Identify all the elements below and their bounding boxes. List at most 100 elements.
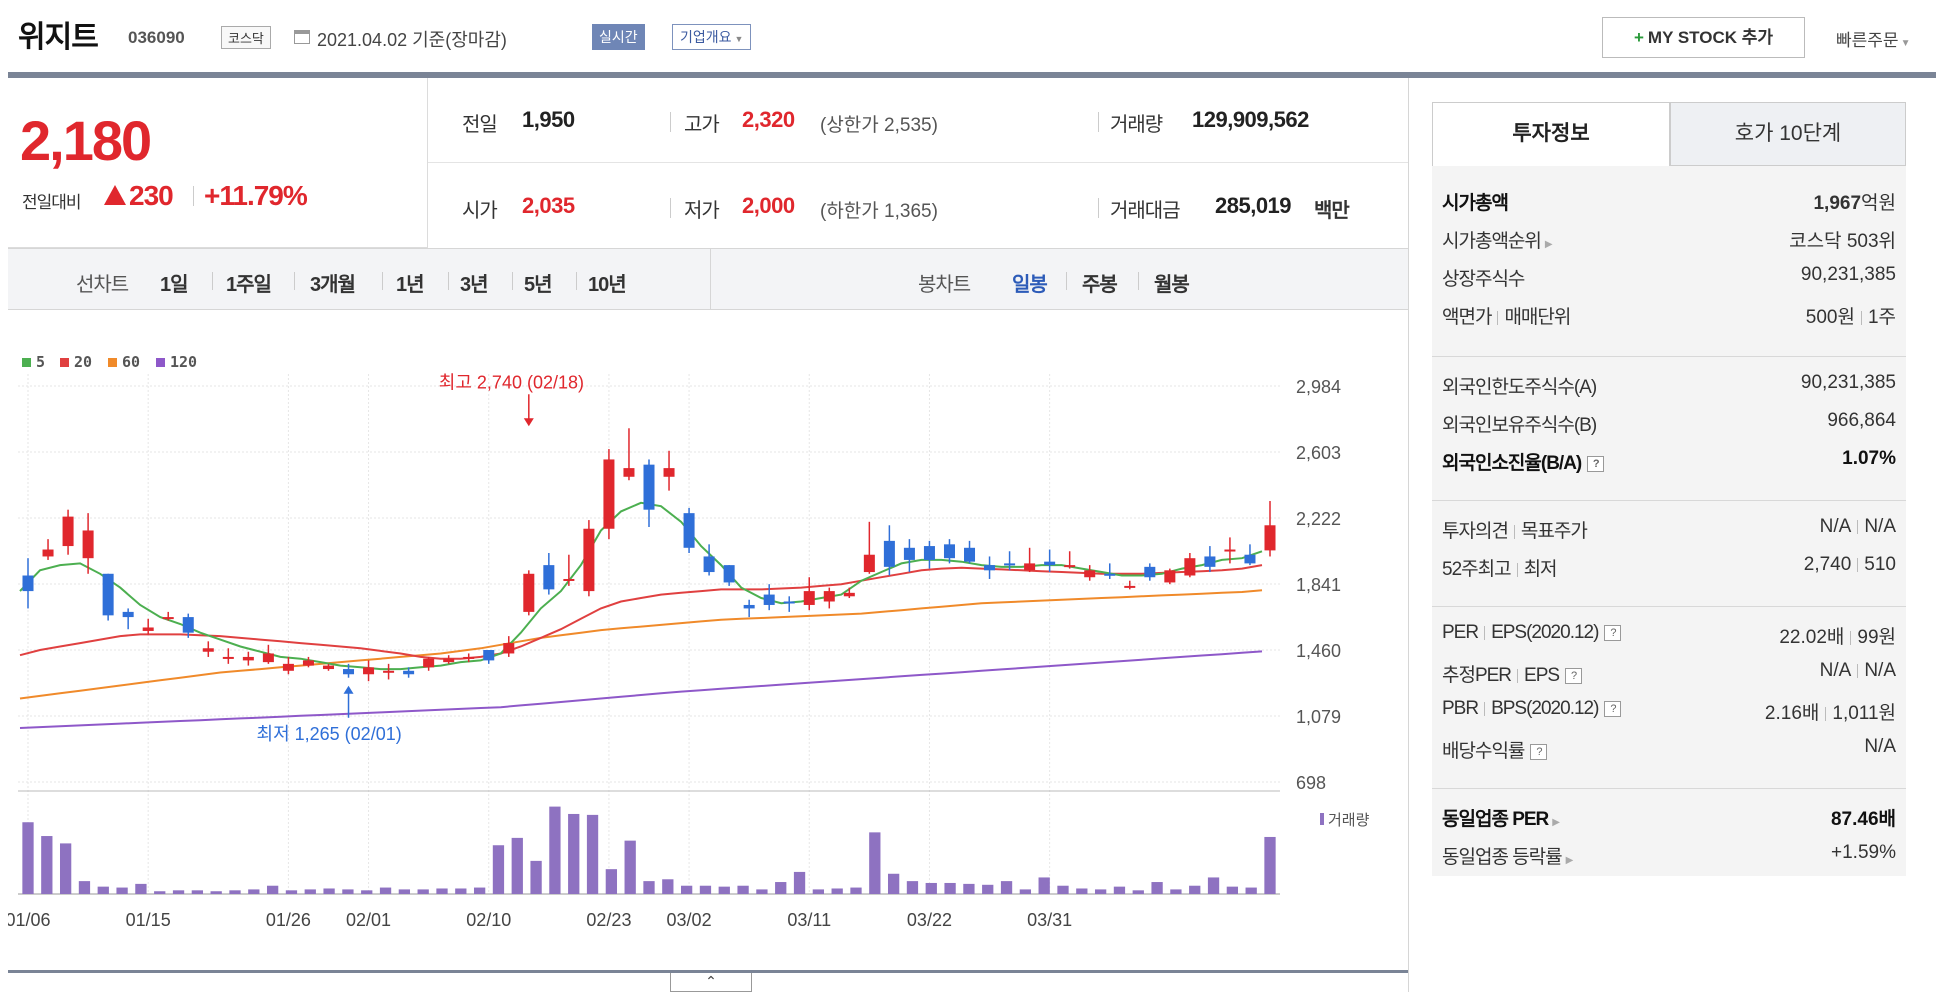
market-cap-rank-row[interactable]: 시가총액순위 ▶ 코스닥 503위 <box>1432 226 1906 256</box>
volume-bar <box>586 814 599 894</box>
period-3y[interactable]: 3년 <box>460 274 489 296</box>
candle-body <box>42 549 54 557</box>
quick-order-dropdown[interactable]: 빠른주문 ▼ <box>1836 26 1910 51</box>
volume-bar <box>1094 889 1107 894</box>
volume-bar <box>775 882 787 894</box>
change-percent: +11.79% <box>204 180 308 211</box>
industry-per-label: 동일업종 PER <box>1442 809 1549 830</box>
candle-body <box>62 516 74 547</box>
candle-daily[interactable]: 일봉 <box>1012 274 1048 296</box>
help-icon[interactable]: ? <box>1530 743 1548 760</box>
stock-code: 036090 <box>128 28 185 47</box>
candle-body <box>142 627 154 631</box>
foreign-limit-label: 외국인한도주식수(A) <box>1442 377 1597 398</box>
y-tick-label: 2,984 <box>1296 377 1341 397</box>
legend-swatch <box>22 358 31 367</box>
volume-bar <box>925 882 937 894</box>
market-cap-rank-value: 코스닥 503위 <box>1789 231 1896 252</box>
chevron-down-icon: ▼ <box>1900 38 1911 49</box>
market-cap-row: 시가총액 1,967억원 <box>1432 188 1906 218</box>
candle-body <box>122 611 134 618</box>
y-tick-label: 2,603 <box>1296 443 1341 463</box>
candle-body <box>503 643 515 654</box>
up-triangle-icon <box>104 185 126 205</box>
candle-body <box>843 592 855 597</box>
period-5y[interactable]: 5년 <box>524 274 553 296</box>
candle-body <box>363 667 375 675</box>
volume-bar <box>812 889 825 894</box>
separator <box>294 272 295 290</box>
period-1d[interactable]: 1일 <box>160 274 189 296</box>
help-icon[interactable]: ? <box>1604 624 1622 641</box>
ma5-line <box>19 501 1263 671</box>
y-tick-label: 1,460 <box>1296 641 1341 661</box>
volume-bar <box>568 813 580 894</box>
volume-bar <box>1207 877 1220 894</box>
candle-monthly[interactable]: 월봉 <box>1154 274 1190 296</box>
x-tick-label: 01/15 <box>126 910 171 930</box>
volume-bar <box>549 806 561 894</box>
candle-body <box>1244 554 1256 564</box>
help-icon[interactable]: ? <box>1587 455 1605 472</box>
candle-body <box>783 601 795 604</box>
add-mystock-button[interactable]: + MY STOCK 추가 <box>1602 17 1805 58</box>
separator <box>1857 519 1859 534</box>
face-value-row: 액면가 매매단위 500원 1주 <box>1432 302 1906 332</box>
open-value: 2,035 <box>522 193 575 218</box>
volume-bar <box>1038 877 1050 894</box>
period-1y[interactable]: 1년 <box>396 274 425 296</box>
face-value-label: 액면가 <box>1442 307 1492 328</box>
est-eps-label: EPS <box>1524 665 1560 686</box>
candle-body <box>182 617 194 633</box>
dividend-value: N/A <box>1864 736 1896 757</box>
price-chart[interactable]: 2,984 2,603 2,222 1,841 1,460 1,079 698 01/06 01… <box>8 344 1408 964</box>
candle-body <box>743 604 755 609</box>
pbr-row: PBR BPS(2020.12)? 2.16배 1,011원 <box>1432 698 1906 728</box>
industry-per-row[interactable]: 동일업종 PER ▶ 87.46배 <box>1432 804 1906 834</box>
volume-bar <box>982 884 994 894</box>
company-overview-dropdown[interactable]: 기업개요 ▼ <box>672 24 752 50</box>
upper-limit: (상한가 2,535) <box>820 115 938 136</box>
separator <box>1098 112 1099 132</box>
candle-weekly[interactable]: 주봉 <box>1082 274 1118 296</box>
opinion-label: 투자의견 <box>1442 521 1509 542</box>
period-10y[interactable]: 10년 <box>588 274 627 296</box>
realtime-button[interactable]: 실시간 <box>592 24 645 50</box>
separator <box>212 272 213 290</box>
foreign-ratio-label: 외국인소진율(B/A) <box>1442 453 1582 474</box>
help-icon[interactable]: ? <box>1565 667 1583 684</box>
company-overview-label: 기업개요 <box>680 29 732 45</box>
line-chart-label: 선차트 <box>76 274 129 296</box>
volume-bar <box>172 890 185 894</box>
foreign-ratio-row: 외국인소진율(B/A)? 1.07% <box>1432 448 1906 478</box>
collapse-chart-button[interactable]: ⌃ <box>670 973 752 992</box>
period-1w[interactable]: 1주일 <box>226 274 272 296</box>
candle-body <box>863 554 875 573</box>
help-icon[interactable]: ? <box>1604 700 1622 717</box>
period-3m[interactable]: 3개월 <box>310 274 356 296</box>
eps-value: 99원 <box>1857 627 1896 648</box>
tab-invest-info[interactable]: 투자정보 <box>1432 102 1670 166</box>
lower-limit: (하한가 1,365) <box>820 201 938 222</box>
chevron-right-icon: ▶ <box>1565 855 1574 866</box>
tab-order-book[interactable]: 호가 10단계 <box>1670 102 1906 166</box>
candle-body <box>1224 549 1236 552</box>
candle-body <box>423 658 435 668</box>
face-value: 500원 <box>1805 307 1855 328</box>
candle-body <box>943 544 955 559</box>
volume-bar <box>379 887 392 894</box>
separator <box>448 272 449 290</box>
down-arrow-icon <box>523 418 534 427</box>
volume-bar <box>59 843 72 894</box>
industry-change-row[interactable]: 동일업종 등락률 ▶ +1.59% <box>1432 842 1906 872</box>
volume-bar <box>41 836 53 894</box>
week52-row: 52주최고 최저 2,740 510 <box>1432 554 1906 584</box>
volume-bar <box>756 889 768 894</box>
listed-shares-value: 90,231,385 <box>1800 264 1896 285</box>
high-label: 고가 <box>684 114 720 136</box>
candle-body <box>1084 570 1096 578</box>
candle-body <box>763 594 775 605</box>
plus-icon: + <box>1633 28 1644 47</box>
separator <box>1860 310 1862 325</box>
separator <box>576 272 577 290</box>
